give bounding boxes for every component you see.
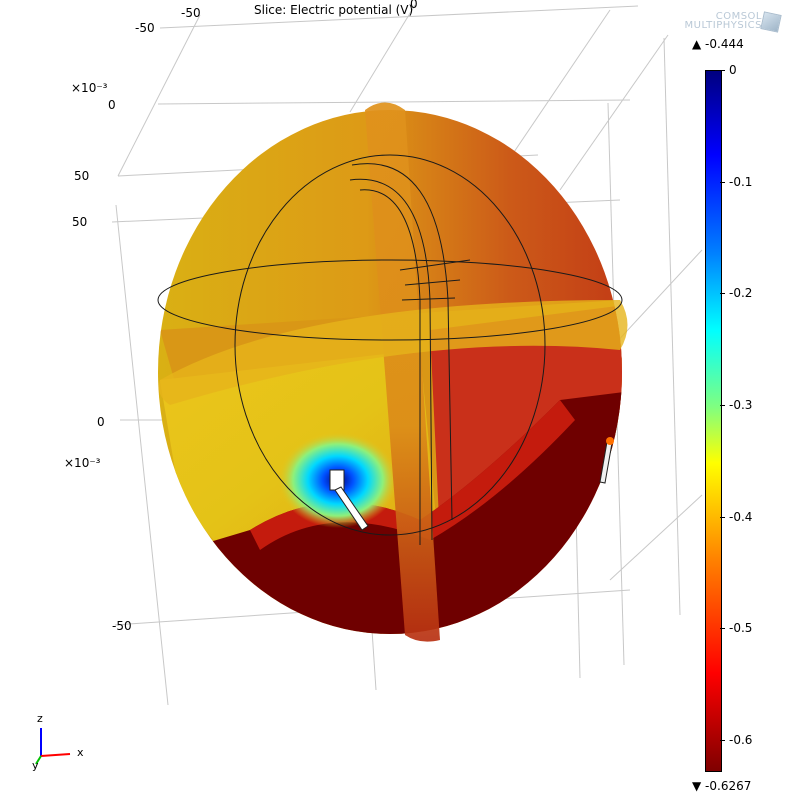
horizontal-slice xyxy=(158,300,628,405)
axis-triad xyxy=(35,728,71,765)
electrode-right xyxy=(599,437,614,484)
colorbar-tick-label: -0.5 xyxy=(729,621,753,636)
colorbar-tick-mark xyxy=(720,740,725,742)
tick-z-neg50: -50 xyxy=(112,619,132,633)
tick-z-0: 0 xyxy=(97,415,105,429)
colorbar-tick-mark xyxy=(720,70,725,71)
tick-y-50: 50 xyxy=(74,169,90,183)
tick-top-x: -50 xyxy=(181,6,201,20)
triad-x-axis xyxy=(40,753,71,757)
tick-y-neg50: -50 xyxy=(135,21,155,35)
triad-z-label: z xyxy=(37,712,43,725)
triad-y-axis xyxy=(35,755,42,765)
logo-line1: COMSOL xyxy=(715,11,762,22)
colorbar xyxy=(705,70,722,772)
plot-title: Slice: Electric potential (V) xyxy=(254,3,414,17)
colorbar-tick-mark xyxy=(720,293,725,295)
logo-line2: MULTIPHYSICS xyxy=(684,20,762,31)
triad-x-label: x xyxy=(77,746,84,759)
colorbar-tick-mark xyxy=(720,405,725,407)
colorbar-tick-mark xyxy=(720,516,725,518)
colorbar-tick-mark xyxy=(720,628,725,630)
tick-top-center: 0 xyxy=(410,0,418,11)
wireframe xyxy=(157,154,623,545)
colorbar-tick-label: -0.4 xyxy=(729,509,753,524)
comsol-logo: COMSOL MULTIPHYSICS xyxy=(670,11,762,31)
colorbar-tick-label: -0.1 xyxy=(729,174,753,189)
colorbar-tick-label: -0.6 xyxy=(729,733,753,748)
colorbar-max-label: ▲ -0.444 xyxy=(692,37,744,51)
colorbar-tick-label: 0 xyxy=(729,63,737,77)
exp-upper: ×10⁻³ xyxy=(71,81,108,95)
electrode-left xyxy=(329,469,369,531)
colorbar-min-label: ▼ -0.6267 xyxy=(692,779,752,793)
comsol-cube-icon xyxy=(760,11,782,33)
colorbar-tick-label: -0.3 xyxy=(729,398,753,413)
tick-y-0: 0 xyxy=(108,98,116,112)
colorbar-tick-label: -0.2 xyxy=(729,286,753,301)
triad-y-label: y xyxy=(32,759,39,772)
tick-z-50: 50 xyxy=(72,215,88,229)
exp-lower: ×10⁻³ xyxy=(64,456,101,470)
colorbar-tick-mark xyxy=(720,181,725,183)
vertical-slice xyxy=(365,102,440,642)
